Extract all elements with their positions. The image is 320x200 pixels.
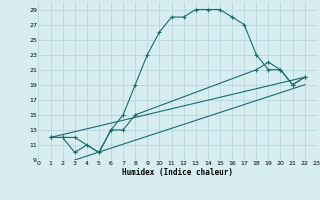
X-axis label: Humidex (Indice chaleur): Humidex (Indice chaleur) [122, 168, 233, 177]
